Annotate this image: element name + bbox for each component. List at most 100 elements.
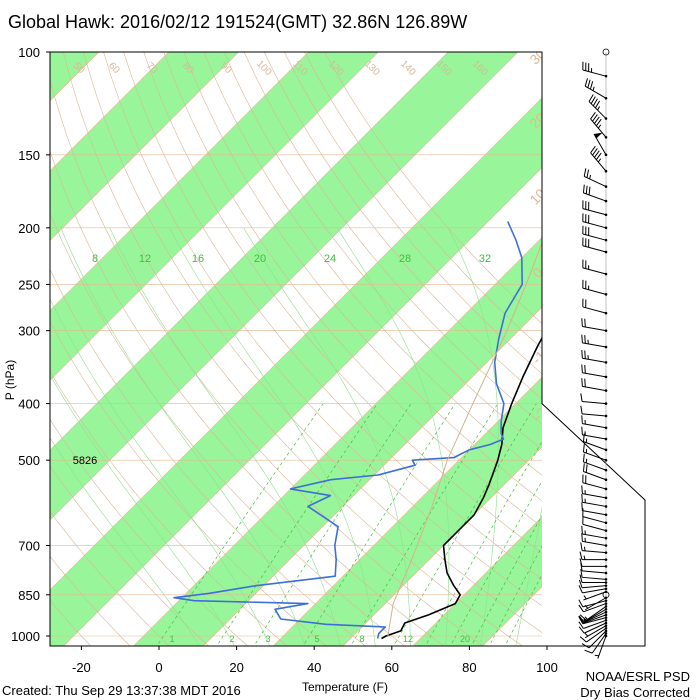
mixing-ratio-line (253, 403, 412, 646)
x-tick-label: 40 (307, 660, 321, 675)
sounding-traces (173, 221, 542, 640)
isotherm-line (63, 167, 542, 646)
barb-full (580, 405, 583, 414)
barb-shaft (582, 357, 607, 363)
dry-adiabat (183, 52, 542, 502)
wind-barb (578, 599, 608, 608)
barb-half (583, 555, 586, 560)
moist-adiabat (50, 298, 271, 646)
mixing-ratio-label: 28 (399, 253, 411, 265)
wind-barb (581, 426, 608, 441)
isotherm-line (50, 52, 379, 381)
wind-barb (579, 605, 608, 621)
barb-shaft (583, 451, 607, 461)
isotherm-band (690, 52, 700, 648)
plot-frame (49, 51, 646, 647)
wind-barb (594, 634, 608, 659)
wind-barb (602, 48, 610, 56)
barb-shaft (584, 625, 607, 639)
wind-barb (584, 624, 608, 639)
barb-full (578, 604, 584, 613)
dry-adiabat-lines (50, 52, 542, 646)
x-tick-label: 100 (536, 660, 558, 675)
wind-barb (582, 279, 608, 296)
barb-shaft (582, 267, 607, 275)
barb-dot (604, 448, 608, 452)
isotherm-line (133, 237, 542, 646)
wind-barb (584, 596, 608, 611)
wind-barb (588, 94, 608, 120)
moist-adiabat (550, 228, 644, 649)
barb-shaft (583, 192, 607, 202)
wind-barb (582, 463, 608, 482)
barb-full (584, 364, 586, 374)
adiabat-label: 60 (106, 60, 122, 76)
wind-barb (582, 237, 608, 254)
barb-dot (604, 602, 608, 605)
isotherm-label: -30 (614, 477, 640, 503)
barb-dot (604, 414, 608, 418)
barb-shaft (582, 434, 607, 440)
moist-adiabat (243, 227, 411, 646)
barb-dot (604, 272, 608, 276)
barb-full (594, 150, 600, 158)
barb-dot (604, 389, 608, 392)
barb-dot (604, 513, 608, 517)
isotherm-label: 30 (526, 45, 548, 67)
moist-adiabat (60, 227, 306, 646)
y-tick-label: 500 (18, 453, 40, 468)
dry-adiabat (143, 52, 542, 554)
barb-full (581, 378, 583, 387)
mixing-ratio-line (504, 573, 542, 646)
barb-shaft (582, 523, 607, 532)
y-tick-label: 700 (18, 539, 40, 554)
barb-shaft (582, 342, 607, 348)
barb-shaft (582, 287, 607, 295)
barb-dot (604, 565, 608, 568)
barb-half (597, 158, 602, 163)
barb-dot (604, 624, 608, 627)
dry-adiabat (243, 52, 542, 425)
wind-barb (578, 579, 608, 589)
adiabat-label: 100 (254, 58, 274, 78)
barb-full (578, 615, 585, 623)
barb-dot (604, 505, 608, 508)
barb-full (590, 111, 596, 120)
isotherm-bands (50, 52, 700, 648)
barb-shaft (582, 69, 607, 77)
barb-dot (604, 551, 608, 554)
barb-dot (604, 587, 608, 591)
barb-shaft (582, 413, 607, 417)
mixing-ratio-line (488, 545, 542, 646)
wind-barb (578, 610, 608, 623)
wind-barb (578, 619, 608, 629)
barb-full (588, 94, 594, 102)
barb-shaft (597, 635, 607, 659)
mixing-ratio-label: 2 (229, 634, 234, 644)
y-tick-label: 300 (18, 324, 40, 339)
barb-dot (604, 136, 608, 139)
barb-full (586, 169, 590, 178)
barb-full (594, 100, 601, 109)
chart-frame (49, 51, 646, 647)
barb-full (581, 426, 583, 435)
barb-full (585, 185, 588, 194)
dry-adiabat (50, 511, 170, 646)
barb-full (581, 533, 583, 542)
barb-shaft (582, 493, 607, 499)
axis-labels: 5826 100 150 200 250 300 400 500 700 850 1000 -20 0 2… (11, 45, 558, 675)
barb-full (584, 378, 586, 387)
barb-dot (604, 96, 608, 100)
y-tick-label: 150 (18, 148, 40, 163)
barb-full (582, 443, 585, 453)
barb-dot (604, 632, 608, 635)
x-tick-label: 0 (155, 660, 162, 675)
barb-shaft (583, 461, 607, 471)
barb-dot (604, 558, 608, 561)
barb-dot (604, 153, 608, 157)
barb-full (581, 494, 583, 503)
wind-barb (581, 364, 608, 379)
dry-adiabat (263, 52, 542, 400)
barb-shaft (591, 633, 607, 654)
mixing-ratio-label: 5 (314, 634, 319, 644)
